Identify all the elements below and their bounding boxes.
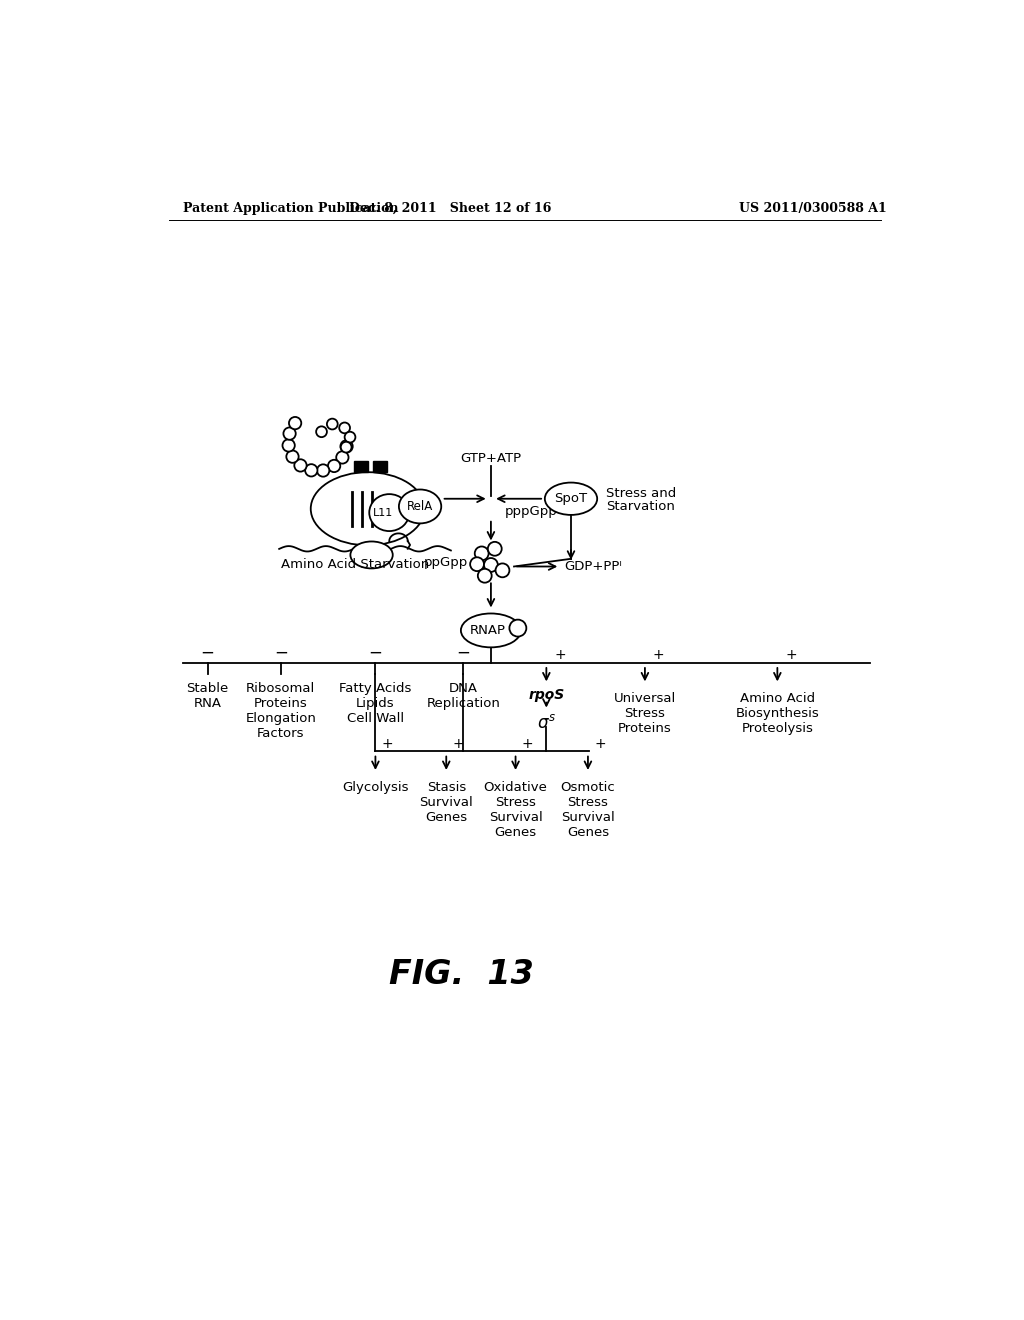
Circle shape bbox=[340, 440, 352, 453]
Circle shape bbox=[305, 465, 317, 477]
Text: Dec. 8, 2011   Sheet 12 of 16: Dec. 8, 2011 Sheet 12 of 16 bbox=[349, 202, 551, 215]
Text: −: − bbox=[369, 644, 382, 661]
Ellipse shape bbox=[545, 483, 597, 515]
Text: +: + bbox=[594, 737, 606, 751]
Text: US 2011/0300588 A1: US 2011/0300588 A1 bbox=[739, 202, 887, 215]
Ellipse shape bbox=[399, 490, 441, 524]
Text: +: + bbox=[554, 648, 565, 663]
Ellipse shape bbox=[350, 541, 393, 569]
Circle shape bbox=[475, 546, 488, 561]
Text: DNA
Replication: DNA Replication bbox=[426, 682, 500, 710]
Ellipse shape bbox=[310, 473, 425, 545]
Circle shape bbox=[317, 465, 330, 477]
Circle shape bbox=[283, 440, 295, 451]
Text: $\sigma^s$: $\sigma^s$ bbox=[537, 714, 556, 733]
Circle shape bbox=[339, 422, 350, 433]
Circle shape bbox=[328, 459, 340, 473]
Bar bbox=[354, 461, 368, 471]
Text: +: + bbox=[785, 648, 797, 663]
Text: +: + bbox=[453, 737, 464, 751]
Text: Stress and: Stress and bbox=[606, 487, 677, 500]
Text: Patent Application Publication: Patent Application Publication bbox=[183, 202, 398, 215]
Circle shape bbox=[470, 557, 484, 572]
Ellipse shape bbox=[370, 494, 410, 531]
Text: RelA: RelA bbox=[407, 500, 433, 513]
Circle shape bbox=[287, 450, 299, 463]
Text: GDP+PPᴵ: GDP+PPᴵ bbox=[564, 560, 622, 573]
Text: Stasis
Survival
Genes: Stasis Survival Genes bbox=[420, 780, 473, 824]
Text: Oxidative
Stress
Survival
Genes: Oxidative Stress Survival Genes bbox=[483, 780, 548, 838]
Text: +: + bbox=[652, 648, 665, 663]
Text: GTP+ATP: GTP+ATP bbox=[461, 453, 521, 465]
Text: Ribosomal
Proteins
Elongation
Factors: Ribosomal Proteins Elongation Factors bbox=[246, 682, 316, 741]
Text: Stable
RNA: Stable RNA bbox=[186, 682, 228, 710]
Text: ppGpp: ppGpp bbox=[424, 556, 468, 569]
Text: Osmotic
Stress
Survival
Genes: Osmotic Stress Survival Genes bbox=[560, 780, 615, 838]
Text: rpoS: rpoS bbox=[528, 688, 564, 702]
Text: −: − bbox=[457, 644, 470, 661]
Bar bbox=[373, 461, 387, 471]
Text: Glycolysis: Glycolysis bbox=[342, 780, 409, 793]
Circle shape bbox=[341, 442, 351, 453]
Circle shape bbox=[484, 558, 498, 572]
Text: RNAP: RNAP bbox=[470, 624, 506, 638]
Circle shape bbox=[316, 426, 327, 437]
Circle shape bbox=[327, 418, 338, 429]
Circle shape bbox=[289, 417, 301, 429]
Text: +: + bbox=[521, 737, 534, 751]
Text: FIG.  13: FIG. 13 bbox=[389, 958, 535, 991]
Ellipse shape bbox=[461, 614, 521, 647]
Text: Starvation: Starvation bbox=[606, 500, 675, 513]
Text: Amino Acid
Biosynthesis
Proteolysis: Amino Acid Biosynthesis Proteolysis bbox=[735, 692, 819, 735]
Text: Fatty Acids
Lipids
Cell Wall: Fatty Acids Lipids Cell Wall bbox=[339, 682, 412, 725]
Text: Amino Acid Starvation: Amino Acid Starvation bbox=[282, 558, 429, 572]
Text: L11: L11 bbox=[373, 508, 393, 517]
Circle shape bbox=[284, 428, 296, 440]
Circle shape bbox=[294, 459, 306, 471]
Text: pppGpp: pppGpp bbox=[505, 504, 557, 517]
Text: +: + bbox=[382, 737, 393, 751]
Text: Universal
Stress
Proteins: Universal Stress Proteins bbox=[613, 692, 676, 735]
Circle shape bbox=[487, 543, 502, 556]
Circle shape bbox=[336, 451, 348, 463]
Circle shape bbox=[345, 432, 355, 442]
Circle shape bbox=[478, 569, 492, 582]
Text: −: − bbox=[201, 644, 214, 661]
Text: SpoT: SpoT bbox=[554, 492, 588, 506]
Text: −: − bbox=[273, 644, 288, 661]
Circle shape bbox=[496, 564, 509, 577]
Circle shape bbox=[509, 619, 526, 636]
